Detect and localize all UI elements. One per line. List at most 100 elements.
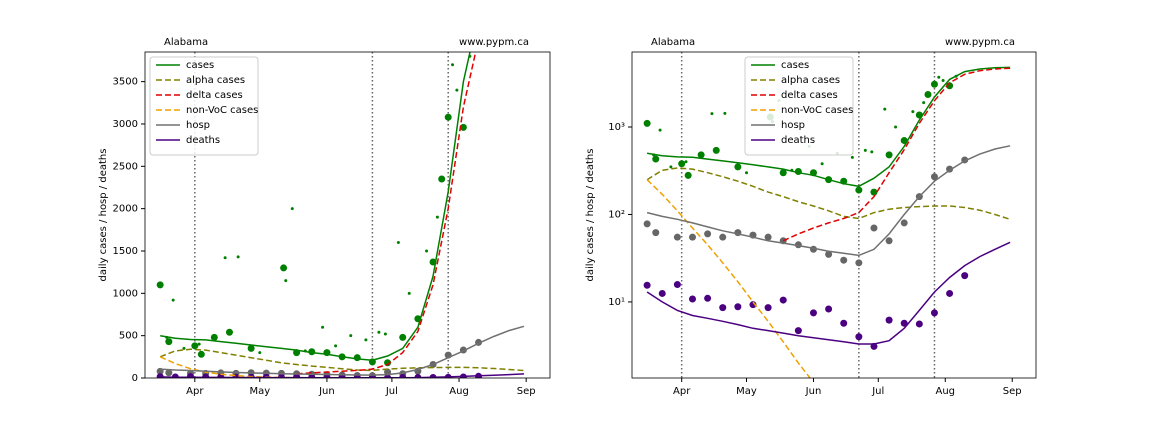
data-point: [197, 350, 205, 358]
data-point: [684, 160, 688, 164]
data-point: [850, 155, 854, 159]
axes-frame: [631, 51, 1037, 379]
data-point: [459, 123, 467, 131]
x-tick-label: Aug: [935, 386, 955, 397]
data-point: [870, 224, 878, 232]
legend: cases alpha cases delta cases non-VoC cases…: [744, 56, 854, 156]
x-tick-label: Apr: [673, 386, 691, 397]
data-point: [643, 119, 651, 127]
series-line: [160, 52, 471, 361]
data-point: [223, 256, 227, 260]
series-line: [160, 325, 525, 376]
subplot: Alabama www.pypm.ca daily cases / hosp / d…: [98, 37, 551, 397]
data-point: [658, 128, 662, 132]
data-point: [191, 342, 199, 350]
data-point: [673, 281, 681, 289]
legend-label: hosp: [186, 120, 210, 131]
data-point: [712, 146, 720, 154]
data-point: [870, 150, 874, 154]
x-tick-label: Jun: [805, 386, 822, 397]
data-point: [900, 219, 908, 227]
subplot-title-left: Alabama: [651, 37, 695, 48]
x-tick-label: May: [249, 386, 270, 397]
x-tick-label: Apr: [186, 386, 204, 397]
data-point: [820, 162, 824, 166]
data-point: [182, 346, 186, 350]
data-point: [825, 250, 833, 258]
x-tick-label: Sep: [1003, 386, 1022, 397]
data-point: [764, 304, 772, 312]
data-point: [258, 351, 262, 355]
data-point: [321, 325, 325, 329]
data-point: [673, 233, 681, 241]
series-line: [159, 348, 525, 372]
series-line: [159, 356, 327, 378]
data-point: [855, 259, 863, 267]
data-point: [937, 75, 941, 79]
data-point: [719, 233, 727, 241]
legend: cases alpha cases delta cases non-VoC cases…: [149, 56, 259, 156]
x-tick-label: Aug: [449, 386, 469, 397]
data-point: [652, 229, 660, 237]
y-tick-label: 0: [132, 373, 138, 384]
data-point: [723, 111, 727, 115]
data-point: [930, 309, 938, 317]
data-point: [678, 160, 686, 168]
subplot-title-left: Alabama: [164, 37, 208, 48]
data-point: [377, 330, 381, 334]
data-point: [451, 63, 455, 67]
x-tick-label: Sep: [517, 386, 536, 397]
data-point: [435, 215, 439, 219]
data-point: [688, 295, 696, 303]
subplot-title-right: www.pypm.ca: [459, 37, 529, 48]
legend-box: [149, 56, 259, 156]
x-tick-label: Jun: [318, 386, 335, 397]
data-point: [855, 186, 863, 194]
data-point: [396, 241, 400, 245]
data-point: [825, 305, 833, 313]
data-point: [280, 264, 288, 272]
data-point: [165, 369, 173, 377]
data-point: [704, 230, 712, 238]
data-point: [779, 169, 787, 177]
x-tick-label: May: [736, 386, 757, 397]
data-point: [247, 344, 255, 352]
legend-label: alpha cases: [186, 75, 245, 86]
data-point: [855, 333, 863, 341]
data-point: [643, 220, 651, 228]
data-point: [171, 298, 175, 302]
y-axis-label: daily cases / hosp / deaths: [585, 149, 596, 282]
series-line: [646, 241, 1011, 345]
series-line: [782, 67, 1011, 242]
data-point: [885, 316, 893, 324]
y-tick-label: 2500: [113, 161, 138, 172]
series-line: [296, 52, 477, 375]
legend-label: hosp: [781, 120, 805, 131]
data-point: [407, 291, 411, 295]
data-point: [684, 171, 692, 179]
series-line: [646, 145, 1011, 257]
data-point: [809, 309, 817, 317]
data-point: [652, 155, 660, 163]
data-point: [900, 319, 908, 327]
y-tick-label: 3000: [113, 119, 138, 130]
data-point: [922, 101, 926, 105]
data-point: [364, 338, 368, 342]
data-point: [697, 151, 705, 159]
data-point: [197, 342, 201, 346]
data-point: [734, 303, 742, 311]
data-point: [236, 255, 240, 259]
legend-label: alpha cases: [781, 75, 840, 86]
subplot-title-right: www.pypm.ca: [945, 37, 1015, 48]
y-tick-label: 10³: [608, 122, 625, 133]
legend-label: non-VoC cases: [186, 105, 258, 116]
data-point: [961, 272, 969, 280]
subplot: Alabama www.pypm.ca daily cases / hosp / d…: [585, 37, 1037, 397]
data-point: [165, 338, 173, 346]
legend-label: deaths: [781, 135, 815, 146]
y-tick-label: 500: [119, 331, 138, 342]
data-point: [719, 304, 727, 312]
data-point: [156, 281, 164, 289]
data-point: [840, 256, 848, 264]
data-point: [764, 233, 772, 241]
